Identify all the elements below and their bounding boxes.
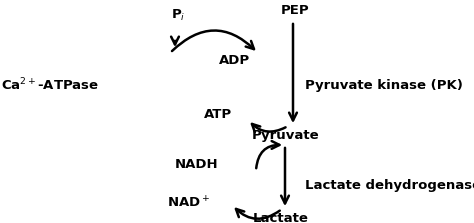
Text: ATP: ATP — [204, 109, 232, 122]
Text: NAD$^+$: NAD$^+$ — [167, 195, 210, 211]
Text: Pyruvate kinase (PK): Pyruvate kinase (PK) — [305, 78, 463, 91]
Text: PEP: PEP — [281, 4, 310, 17]
Text: P$_i$: P$_i$ — [171, 7, 185, 23]
Text: Lactate dehydrogenase (LDH): Lactate dehydrogenase (LDH) — [305, 178, 474, 192]
Text: Pyruvate: Pyruvate — [252, 128, 320, 142]
Text: Ca$^{2+}$-ATPase: Ca$^{2+}$-ATPase — [1, 77, 99, 93]
Text: ADP: ADP — [219, 54, 251, 68]
Text: NADH: NADH — [174, 159, 218, 171]
Text: Lactate: Lactate — [253, 211, 309, 223]
